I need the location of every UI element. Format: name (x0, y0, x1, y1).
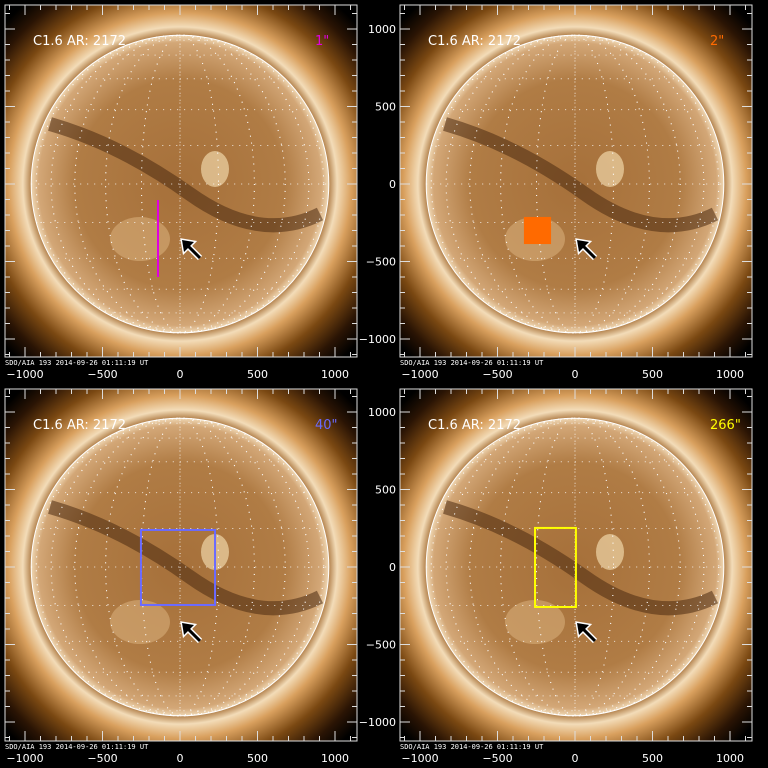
plot-frame (399, 4, 753, 358)
x-tick-label: −1000 (6, 752, 43, 765)
x-tick-label: 500 (642, 752, 663, 765)
y-tick-label: −1000 (359, 716, 396, 729)
image (400, 5, 752, 357)
active-region (505, 600, 565, 644)
solar-panel: −1000 −500 0 500 1000 C1.6 AR: 2172 40" SDO/AIA… (4, 388, 358, 765)
panel-title: C1.6 AR: 2172 (33, 34, 126, 49)
longitude-grid (50, 34, 310, 334)
arrow-icon (575, 621, 598, 644)
arrow-icon (180, 238, 203, 261)
x-tick-label: 0 (177, 368, 184, 381)
solar-panel: −1000 −1000 −500 −500 0 0 500 500 1000 1000 C1.6 A… (359, 4, 753, 381)
active-region (596, 151, 624, 187)
longitude-grid (105, 417, 255, 717)
longitude-grid (74, 417, 286, 717)
coronal-hole (48, 500, 324, 616)
panel-tag: 1" (315, 34, 329, 49)
longitude-grid (535, 34, 615, 334)
coronal-hole (48, 117, 324, 233)
fov-box-marker (523, 216, 552, 245)
panel-tag: 2" (710, 34, 724, 49)
fov-box-marker (534, 526, 577, 608)
y-tick-label: 1000 (368, 406, 396, 419)
y-tick-label: 0 (389, 561, 396, 574)
arrow-head (577, 622, 590, 635)
panel-title: C1.6 AR: 2172 (33, 418, 126, 433)
x-tick-label: 500 (247, 368, 268, 381)
y-tick-label: 500 (375, 484, 396, 497)
panel-tag: 40" (315, 418, 338, 433)
x-tick-label: 1000 (321, 368, 349, 381)
x-tick-label: −500 (87, 752, 117, 765)
image (400, 389, 752, 741)
longitude-grid (430, 417, 720, 717)
y-tick-label: 500 (375, 101, 396, 114)
active-region (110, 217, 170, 261)
longitude-grid (35, 34, 325, 334)
x-tick-label: −1000 (401, 368, 438, 381)
active-region (110, 600, 170, 644)
longitude-grid (50, 417, 310, 717)
solar-panel: −1000 −1000 −500 −500 0 0 500 500 1000 1000 C1.6 A… (359, 388, 753, 765)
image (5, 5, 357, 357)
footer-label: SDO/AIA 193 2014-09-26 01:11:19 UT (5, 743, 149, 751)
x-tick-label: 0 (572, 368, 579, 381)
longitude-grid (469, 417, 681, 717)
longitude-grid (469, 34, 681, 334)
panel-title: C1.6 AR: 2172 (428, 418, 521, 433)
x-tick-label: −1000 (401, 752, 438, 765)
x-tick-label: 0 (572, 752, 579, 765)
active-region (596, 534, 624, 570)
longitude-grid (105, 34, 255, 334)
footer-label: SDO/AIA 193 2014-09-26 01:11:19 UT (5, 359, 149, 367)
y-tick-label: 1000 (368, 23, 396, 36)
x-tick-label: 1000 (716, 368, 744, 381)
arrow-icon (180, 621, 203, 644)
fov-box-marker (139, 528, 217, 606)
plot-frame (4, 4, 358, 358)
x-tick-label: −500 (482, 752, 512, 765)
active-region (201, 151, 229, 187)
y-tick-label: 0 (389, 178, 396, 191)
image (5, 389, 357, 741)
solar-panel: −1000 −500 0 500 1000 C1.6 AR: 2172 1" SDO/AIA … (4, 4, 358, 381)
x-tick-label: 500 (247, 752, 268, 765)
longitude-grid (35, 417, 325, 717)
x-tick-label: 0 (177, 752, 184, 765)
x-tick-label: −500 (87, 368, 117, 381)
footer-label: SDO/AIA 193 2014-09-26 01:11:19 UT (400, 743, 544, 751)
panel-tag: 266" (710, 418, 741, 433)
longitude-grid (500, 417, 650, 717)
plot-frame (4, 388, 358, 742)
x-tick-label: 1000 (321, 752, 349, 765)
arrow-head (182, 239, 195, 252)
x-tick-label: −500 (482, 368, 512, 381)
x-tick-label: −1000 (6, 368, 43, 381)
longitude-grid (500, 34, 650, 334)
longitude-grid (430, 34, 720, 334)
coronal-hole (443, 500, 719, 616)
footer-label: SDO/AIA 193 2014-09-26 01:11:19 UT (400, 359, 544, 367)
longitude-grid (535, 417, 615, 717)
coronal-hole (443, 117, 719, 233)
x-tick-label: 500 (642, 368, 663, 381)
y-tick-label: −500 (366, 256, 396, 269)
plot-frame (399, 388, 753, 742)
y-tick-label: −1000 (359, 333, 396, 346)
arrow-head (577, 239, 590, 252)
panel-title: C1.6 AR: 2172 (428, 34, 521, 49)
x-tick-label: 1000 (716, 752, 744, 765)
arrow-icon (575, 238, 598, 261)
longitude-grid (74, 34, 286, 334)
arrow-head (182, 622, 195, 635)
y-tick-label: −500 (366, 639, 396, 652)
